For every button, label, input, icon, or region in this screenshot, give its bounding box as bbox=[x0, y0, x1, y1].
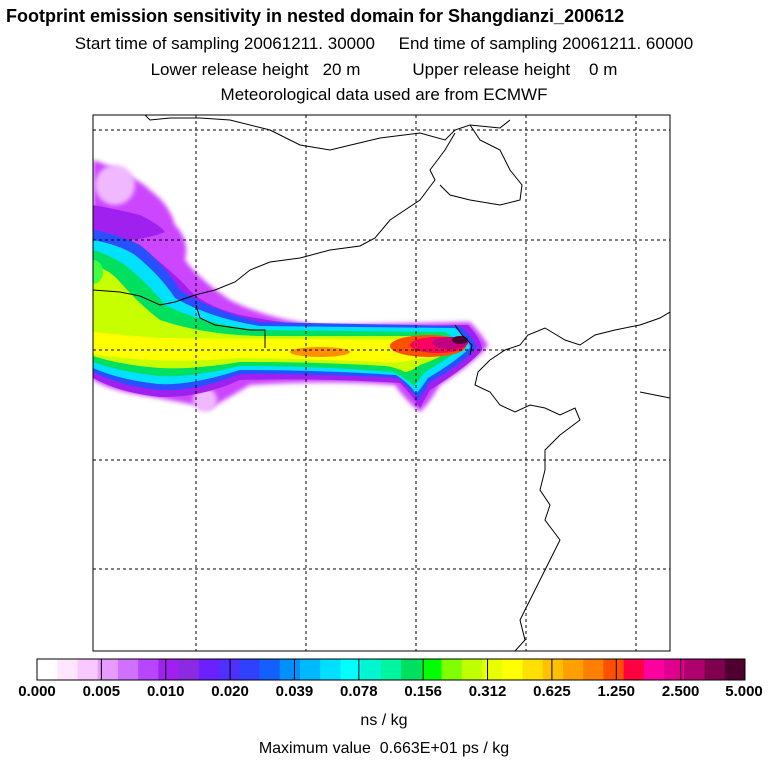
figure-title: Footprint emission sensitivity in nested… bbox=[6, 6, 625, 26]
legend-tick-label: 0.020 bbox=[211, 683, 249, 700]
legend-color-cell bbox=[522, 659, 544, 680]
legend-frame bbox=[36, 658, 746, 681]
legend-tick-label: 5.000 bbox=[725, 683, 763, 700]
legend-color-cell bbox=[97, 659, 119, 680]
legend-color-cell bbox=[502, 659, 523, 680]
coastlines bbox=[93, 115, 670, 651]
legend-color-cell bbox=[259, 659, 281, 680]
legend-color-cell bbox=[360, 659, 382, 680]
legend-color-cell bbox=[158, 659, 180, 680]
legend-tick-label: 0.039 bbox=[275, 683, 314, 700]
legend-tick-label: 0.005 bbox=[82, 683, 121, 700]
legend-color-cell bbox=[340, 659, 362, 680]
plume-layer bbox=[93, 160, 488, 412]
legend-color-cell bbox=[724, 659, 746, 680]
map-frame bbox=[92, 114, 671, 652]
legend-color-cell bbox=[57, 659, 78, 680]
graticule bbox=[93, 115, 670, 651]
legend-tick-label: 1.250 bbox=[597, 683, 636, 700]
sampling-time-line: Start time of sampling 20061211. 30000 E… bbox=[74, 34, 694, 53]
legend-color-cell bbox=[279, 659, 301, 680]
legend-color-cell bbox=[178, 659, 200, 680]
legend-color-cell bbox=[623, 659, 645, 680]
maximum-value-text: Maximum value 0.663E+01 ps / kg bbox=[258, 740, 510, 757]
legend-color-cell bbox=[401, 659, 422, 680]
legend-color-cell bbox=[482, 659, 503, 680]
legend-color-cell bbox=[542, 659, 564, 680]
legend-color-cell bbox=[441, 659, 463, 680]
legend-color-cell bbox=[77, 659, 99, 680]
legend-tick-label: 0.078 bbox=[340, 683, 378, 700]
legend-color-cell bbox=[138, 659, 159, 680]
legend-color-cell bbox=[380, 659, 402, 680]
legend-color-cell bbox=[198, 659, 220, 680]
legend-color-cell bbox=[421, 659, 443, 680]
legend-tick-label: 0.625 bbox=[533, 683, 571, 700]
legend-tick-label: 0.156 bbox=[404, 683, 442, 700]
release-height-line: Lower release height 20 m Upper release … bbox=[150, 60, 618, 79]
legend-color-cell bbox=[299, 659, 321, 680]
legend-color-cell bbox=[562, 659, 584, 680]
legend-color-cell bbox=[117, 659, 139, 680]
legend-color-cell bbox=[219, 659, 240, 680]
legend-tick-label: 0.000 bbox=[18, 683, 56, 700]
legend-color-cell bbox=[320, 659, 341, 680]
legend-units: ns / kg bbox=[360, 712, 408, 729]
legend-color-cell bbox=[239, 659, 261, 680]
met-data-line: Meteorological data used are from ECMWF bbox=[220, 85, 548, 104]
legend-color-cell bbox=[37, 659, 58, 680]
legend-color-cell bbox=[583, 659, 604, 680]
legend-tick-label: 0.010 bbox=[146, 683, 185, 700]
legend-tick-label: 0.312 bbox=[468, 683, 507, 700]
legend-color-cell bbox=[603, 659, 625, 680]
legend-tick-label: 2.500 bbox=[661, 683, 700, 700]
legend-color-cell bbox=[664, 659, 685, 680]
legend-color-cell bbox=[461, 659, 483, 680]
legend-color-cell bbox=[643, 659, 665, 680]
legend-color-cell bbox=[704, 659, 726, 680]
legend-color-cell bbox=[684, 659, 706, 680]
